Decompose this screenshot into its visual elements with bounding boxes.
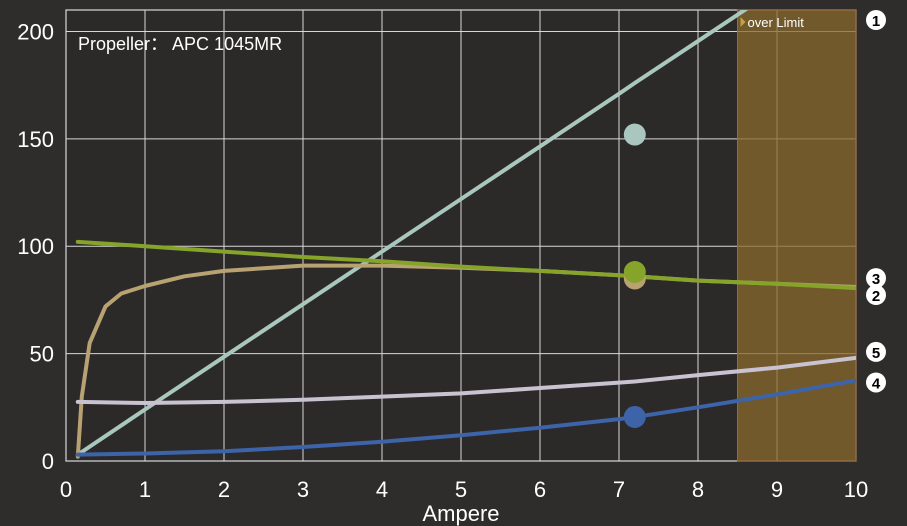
x-tick-label-6: 6 (534, 477, 546, 502)
series-line-1 (75, 10, 749, 457)
over-limit-band (737, 9, 857, 462)
marker-series-4 (623, 405, 646, 428)
series-badges: 1 32 5 4 (866, 10, 886, 393)
x-tick-label-9: 9 (771, 477, 783, 502)
over-limit-label: over Limit (748, 15, 805, 30)
x-tick-label-4: 4 (376, 477, 388, 502)
x-axis-label: Ampere (422, 501, 499, 526)
over-limit-arrow-icon (740, 17, 746, 27)
x-tick-label-3: 3 (297, 477, 309, 502)
series-badge-4 (866, 372, 886, 393)
series-badge-label-3: 3 (872, 271, 880, 288)
series-line-5 (75, 355, 856, 405)
x-tick-label-2: 2 (218, 477, 230, 502)
marker-series-3 (623, 261, 646, 284)
x-tick-label-0: 0 (60, 477, 72, 502)
y-axis-ticks: 0 50 100 150 200 (17, 19, 54, 474)
y-tick-label-0: 0 (42, 449, 54, 474)
x-tick-label-8: 8 (692, 477, 704, 502)
series-badge-2 (866, 285, 886, 306)
series-line-4 (75, 378, 856, 457)
x-tick-label-5: 5 (455, 477, 467, 502)
series-badge-label-5: 5 (872, 345, 880, 362)
series-line-3 (75, 239, 856, 291)
y-tick-label-3: 150 (17, 127, 54, 152)
x-tick-label-10: 10 (844, 477, 868, 502)
series-badge-3 (866, 268, 886, 289)
x-tick-label-1: 1 (139, 477, 151, 502)
series-badge-5 (866, 341, 886, 362)
series-badge-label-1: 1 (872, 13, 880, 30)
marker-layer (623, 123, 646, 428)
propeller-annotation: Propeller： APC 1045MR (78, 34, 282, 54)
series-badge-label-4: 4 (872, 375, 881, 392)
series-badge-1 (866, 10, 886, 30)
y-tick-label-2: 100 (17, 234, 54, 259)
series-badge-label-2: 2 (872, 288, 880, 305)
y-tick-label-4: 200 (17, 19, 54, 44)
y-tick-label-1: 50 (30, 342, 54, 367)
series-layer (75, 10, 856, 459)
marker-series-1 (623, 123, 646, 146)
x-axis-ticks: 0 1 2 3 4 5 6 7 8 9 10 (60, 477, 868, 502)
x-tick-label-7: 7 (613, 477, 625, 502)
